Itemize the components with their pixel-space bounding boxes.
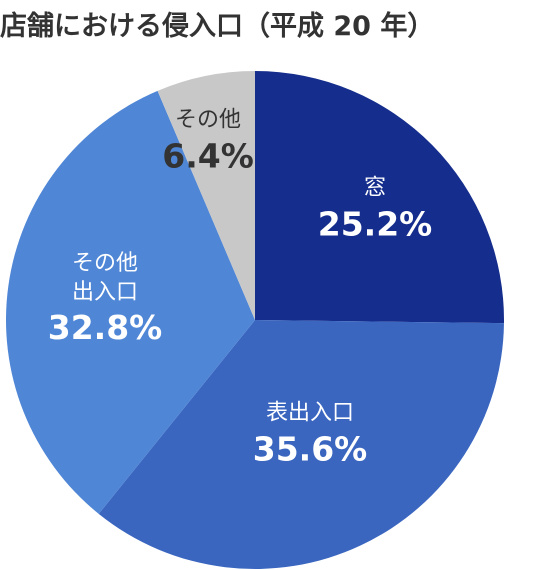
category-label: その他: [174, 107, 241, 133]
pie-slice: [157, 71, 255, 320]
pie-slice: [98, 320, 504, 569]
slice-label: 表出入口 35.6%: [253, 399, 368, 470]
value-label: 32.8%: [47, 308, 163, 348]
pie-slice: [255, 71, 504, 324]
value-label: 6.4%: [162, 135, 254, 175]
pie-slice: [6, 90, 255, 514]
category-label: その他 出入口: [71, 250, 138, 305]
slice-label: 窓 25.2%: [318, 174, 433, 245]
value-label: 35.6%: [252, 428, 368, 468]
slice-label: その他 出入口 32.8%: [48, 250, 163, 350]
chart-title: 店舗における侵入口（平成 20 年）: [0, 11, 435, 42]
slice-label: その他 6.4%: [162, 106, 254, 177]
value-label: 25.2%: [317, 203, 433, 243]
category-label: 表出入口: [265, 400, 354, 426]
category-label: 窓: [363, 175, 386, 201]
